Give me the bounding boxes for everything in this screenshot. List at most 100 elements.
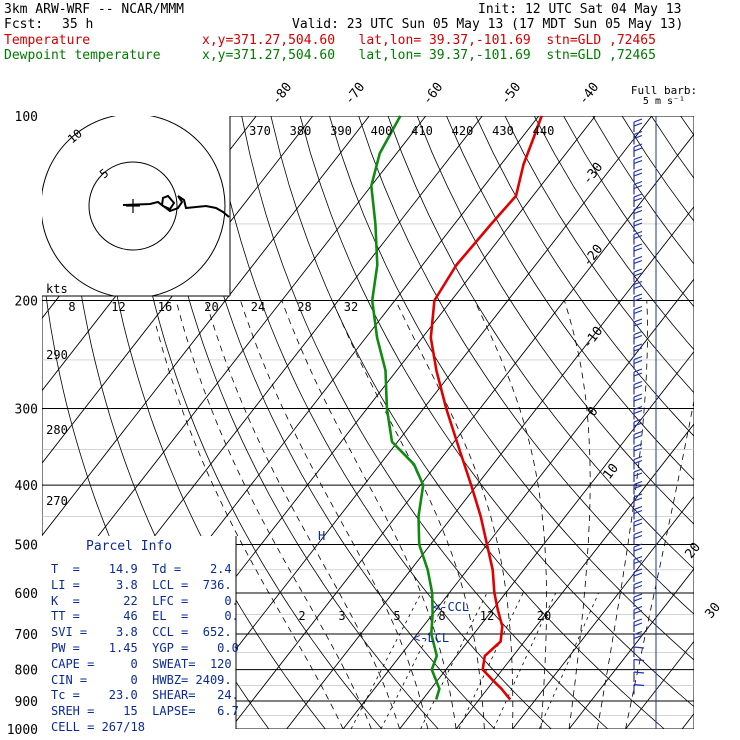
wind-barb-flag [633, 297, 643, 302]
pressure-tick-label: 900 [15, 695, 38, 710]
wind-barb-flag [633, 205, 643, 211]
wind-barb [633, 430, 643, 445]
forecast-label: Fcst: [4, 17, 44, 32]
temperature-tick-label: -20 [580, 242, 606, 270]
wind-barb-flag [633, 134, 643, 140]
hodograph-speed-label: 8 [68, 300, 75, 314]
hodograph-trace [122, 194, 230, 218]
isotherm-line [568, 568, 694, 729]
wind-barb [633, 193, 643, 207]
wind-barb-flag [633, 343, 643, 348]
temperature-tick-label: -80 [269, 80, 295, 108]
height-marker: H [318, 529, 325, 543]
wind-barb-flag [633, 584, 643, 590]
wind-barb-flag [633, 683, 645, 687]
dry-adiabat-line [446, 116, 694, 481]
mixing-ratio-line [458, 592, 524, 729]
wind-barb-flag [633, 609, 643, 615]
wind-barb-flag [633, 180, 643, 186]
isotherm-line [173, 116, 653, 729]
moist-adiabat-line [332, 300, 485, 729]
wind-barb [633, 255, 643, 270]
wind-barb [633, 118, 643, 132]
wind-barb-flag [633, 230, 643, 236]
wind-barb-flag [633, 309, 643, 315]
moist-adiabat-line [564, 300, 591, 729]
wind-barb-flag [633, 293, 643, 298]
wind-barb-flag [633, 255, 643, 261]
wind-barb [633, 155, 643, 170]
dry-adiabat-line [153, 116, 439, 729]
wind-barb-flag [633, 493, 643, 498]
parcel-info-title: Parcel Info [86, 539, 173, 554]
wind-barb [633, 618, 643, 632]
wind-barb [633, 605, 643, 620]
wind-barb-flag [633, 646, 645, 649]
parcel-info-row: Tc = 23.0 SHEAR= 24. [51, 688, 239, 703]
wind-barb-flag [633, 518, 643, 523]
pressure-tick-label: 100 [15, 110, 38, 125]
isotherm-line [42, 116, 314, 464]
parcel-info-row: PW = 1.45 YGP = 0.0 [51, 641, 239, 655]
isotherm-line [512, 495, 694, 729]
wind-barb-flag [633, 505, 643, 511]
wind-barb [633, 393, 643, 407]
hodograph-speed-label: 32 [344, 300, 358, 314]
wind-barb-flag [633, 334, 643, 340]
model-title: 3km ARW-WRF -- NCAR/MMM [4, 2, 185, 17]
wind-barb-flag [633, 630, 643, 636]
wind-barb-flag [633, 547, 643, 552]
wind-barb-flag [633, 122, 643, 127]
wind-barb-flag [633, 197, 643, 202]
hodograph-ring [88, 161, 178, 251]
dry-adiabat-line [270, 116, 665, 729]
wind-barb-flag [633, 234, 643, 240]
dry-adiabat-line [299, 116, 694, 708]
wind-barb-flag [633, 534, 643, 540]
temperature-tick-label: 20 [683, 540, 704, 562]
wind-barb-flag [633, 459, 643, 465]
hodograph-speed-label: 20 [204, 300, 218, 314]
wind-barb [633, 493, 643, 507]
wind-barb-flag [633, 259, 643, 265]
wind-barb [633, 230, 643, 245]
theta-left-tick-label: 270 [46, 494, 68, 508]
wind-barb-flag [633, 497, 643, 502]
location-temperature: x,y=371.27,504.60 lat,lon= 39.37,-101.69… [202, 33, 656, 48]
wind-barb-flag [633, 380, 643, 386]
temperature-tick-label: -70 [342, 80, 368, 108]
temperature-tick-label: 30 [703, 600, 724, 622]
wind-barb-flag [633, 409, 643, 415]
init-time: Init: 12 UTC Sat 04 May 13 [478, 2, 682, 17]
wind-barb-flag [633, 447, 643, 452]
pressure-tick-label: 500 [15, 538, 38, 553]
wind-barb-flag [633, 543, 643, 548]
wind-barb-flag [633, 372, 643, 377]
wind-barb-flag [633, 347, 643, 352]
wind-barb [633, 568, 643, 582]
wind-barb-flag [633, 143, 643, 148]
wind-barb [633, 418, 643, 432]
isotherm-line [342, 278, 694, 729]
wind-barb-flag [633, 118, 643, 123]
wind-barb-flag [633, 580, 643, 586]
wind-barb [633, 480, 643, 495]
wind-barb-flag [633, 280, 643, 286]
wind-barb [633, 580, 643, 595]
mixing-ratio-line [538, 592, 599, 729]
isotherm-line [681, 713, 694, 729]
pressure-tick-label: 400 [15, 479, 38, 494]
wind-barb-flag [633, 605, 643, 611]
wind-barb-flag [633, 218, 643, 223]
wind-barb-flag [633, 243, 643, 248]
wind-barb-flag [633, 193, 643, 198]
isotherm-line [286, 205, 694, 729]
wind-barb [633, 646, 645, 657]
mixing-ratio-label: 3 [338, 609, 345, 623]
wind-barb-flag [633, 184, 643, 190]
pressure-tick-label: 600 [15, 587, 38, 602]
wind-barb [633, 218, 643, 232]
wind-barb-flag [633, 568, 643, 573]
wind-barb [633, 683, 645, 695]
theta-left-tick-label: 280 [46, 423, 68, 437]
